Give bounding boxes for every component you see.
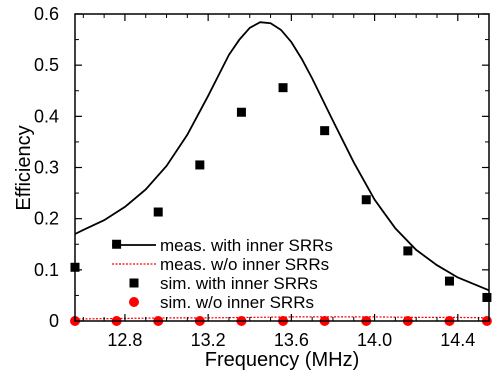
y-tick-label: 0.6 — [34, 4, 59, 24]
legend-swatch-circle — [129, 297, 139, 307]
y-tick-label: 0.1 — [34, 260, 59, 280]
data-point-sim-with-srr — [444, 276, 454, 286]
x-tick-label: 13.6 — [274, 330, 309, 350]
data-point-sim-with-srr — [195, 160, 205, 170]
data-point-sim-with-srr — [403, 246, 413, 256]
x-tick-label: 14.4 — [440, 330, 475, 350]
x-tick-label: 12.8 — [107, 330, 142, 350]
x-tick-label: 13.2 — [191, 330, 226, 350]
series-line-meas-with-srr — [74, 21, 490, 292]
legend-label: sim. with inner SRRs — [160, 274, 318, 293]
data-point-sim-with-srr — [361, 195, 371, 205]
series-line-meas-without-srr — [74, 316, 490, 320]
data-point-sim-with-srr — [320, 126, 330, 136]
data-point-sim-with-srr — [153, 207, 163, 217]
y-axis-title: Efficiency — [13, 125, 35, 210]
data-point-sim-with-srr — [482, 292, 492, 302]
x-axis-title: Frequency (MHz) — [205, 349, 359, 371]
y-tick-label: 0.2 — [34, 209, 59, 229]
data-point-sim-with-srr — [236, 107, 246, 117]
y-tick-label: 0.3 — [34, 158, 59, 178]
legend-swatch-square — [129, 278, 139, 288]
legend-label: meas. w/o inner SRRs — [160, 255, 329, 274]
legend-label: meas. with inner SRRs — [160, 236, 333, 255]
axis-ticks: 12.8 13.2 13.6 14.0 14.4 0 0.1 0.2 0.3 0.4 0.5 0.6 — [34, 4, 489, 350]
y-tick-label: 0 — [49, 311, 59, 331]
data-point-sim-with-srr — [278, 83, 288, 93]
x-tick-label: 14.0 — [357, 330, 392, 350]
y-tick-label: 0.4 — [34, 106, 59, 126]
y-tick-label: 0.5 — [34, 55, 59, 75]
legend-label: sim. w/o inner SRRs — [160, 293, 314, 312]
